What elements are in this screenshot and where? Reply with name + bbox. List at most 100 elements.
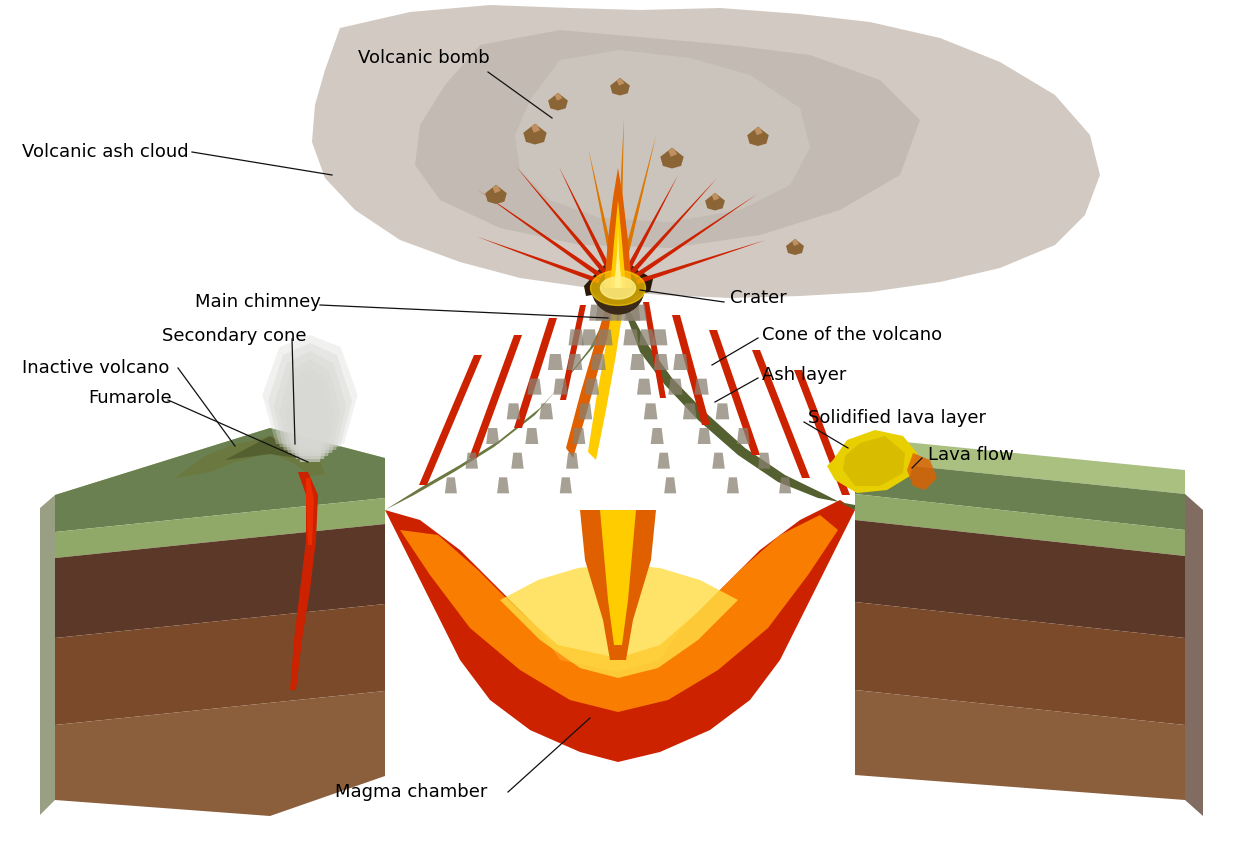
Polygon shape: [855, 520, 1184, 638]
Polygon shape: [559, 167, 612, 272]
Polygon shape: [705, 193, 725, 211]
Polygon shape: [855, 602, 1184, 725]
Polygon shape: [589, 149, 616, 269]
Polygon shape: [279, 359, 341, 453]
Circle shape: [600, 270, 636, 306]
Polygon shape: [554, 379, 567, 395]
Polygon shape: [567, 354, 582, 370]
Polygon shape: [470, 335, 522, 458]
Polygon shape: [907, 453, 937, 490]
Polygon shape: [616, 118, 624, 268]
Polygon shape: [752, 350, 810, 478]
Polygon shape: [711, 193, 720, 201]
Text: Crater: Crater: [730, 289, 787, 307]
Polygon shape: [826, 430, 917, 493]
Text: Ash layer: Ash layer: [762, 366, 846, 384]
Polygon shape: [477, 237, 600, 283]
Polygon shape: [621, 135, 657, 269]
Polygon shape: [515, 166, 607, 274]
Polygon shape: [263, 335, 358, 444]
Polygon shape: [585, 379, 598, 395]
Polygon shape: [514, 318, 558, 428]
Polygon shape: [694, 379, 709, 395]
Polygon shape: [603, 168, 632, 288]
Polygon shape: [600, 510, 636, 645]
Text: Magma chamber: Magma chamber: [335, 783, 487, 801]
Polygon shape: [660, 148, 684, 168]
Polygon shape: [672, 315, 710, 425]
Polygon shape: [637, 379, 652, 395]
Polygon shape: [419, 355, 482, 485]
Polygon shape: [532, 124, 540, 133]
Polygon shape: [285, 367, 336, 456]
Polygon shape: [654, 354, 669, 370]
Polygon shape: [758, 453, 771, 469]
Polygon shape: [603, 305, 620, 321]
Polygon shape: [636, 240, 766, 284]
Polygon shape: [290, 472, 318, 690]
Text: Main chimney: Main chimney: [195, 293, 321, 311]
Polygon shape: [643, 302, 667, 398]
Text: Inactive volcano: Inactive volcano: [22, 359, 170, 377]
Polygon shape: [548, 354, 563, 370]
Polygon shape: [55, 428, 385, 510]
Polygon shape: [523, 124, 546, 145]
Polygon shape: [855, 437, 1184, 494]
Polygon shape: [779, 477, 792, 493]
Polygon shape: [597, 329, 612, 345]
Polygon shape: [497, 477, 509, 493]
Polygon shape: [626, 175, 678, 272]
Polygon shape: [55, 428, 385, 532]
Polygon shape: [486, 428, 499, 444]
Polygon shape: [589, 296, 624, 460]
Polygon shape: [755, 127, 763, 135]
Polygon shape: [747, 127, 769, 146]
Polygon shape: [629, 178, 717, 275]
Polygon shape: [843, 436, 904, 486]
Polygon shape: [855, 690, 1184, 800]
Polygon shape: [618, 288, 855, 510]
Polygon shape: [644, 404, 658, 420]
Polygon shape: [709, 330, 760, 455]
Polygon shape: [296, 383, 325, 462]
Polygon shape: [555, 93, 563, 101]
Polygon shape: [569, 329, 584, 345]
Polygon shape: [579, 404, 592, 420]
Text: Volcanic bomb: Volcanic bomb: [358, 49, 489, 67]
Polygon shape: [566, 293, 620, 458]
Polygon shape: [617, 78, 624, 85]
Polygon shape: [683, 404, 696, 420]
Polygon shape: [617, 305, 633, 321]
Polygon shape: [631, 354, 646, 370]
Polygon shape: [650, 428, 664, 444]
Polygon shape: [698, 428, 711, 444]
Polygon shape: [737, 428, 750, 444]
Polygon shape: [55, 498, 385, 558]
Polygon shape: [581, 329, 597, 345]
Polygon shape: [525, 428, 538, 444]
Polygon shape: [560, 477, 571, 493]
Polygon shape: [55, 604, 385, 725]
Text: Cone of the volcano: Cone of the volcano: [762, 326, 942, 344]
Polygon shape: [794, 370, 850, 495]
Polygon shape: [855, 460, 1184, 530]
Polygon shape: [610, 78, 629, 96]
Polygon shape: [501, 564, 738, 678]
Polygon shape: [628, 271, 653, 295]
Polygon shape: [673, 354, 688, 370]
Polygon shape: [492, 184, 501, 193]
Polygon shape: [225, 436, 310, 460]
Polygon shape: [615, 228, 622, 288]
Polygon shape: [512, 453, 524, 469]
Polygon shape: [306, 478, 313, 545]
Polygon shape: [175, 436, 325, 478]
Polygon shape: [515, 50, 810, 222]
Polygon shape: [385, 500, 855, 762]
Polygon shape: [596, 305, 612, 321]
Polygon shape: [539, 404, 553, 420]
Polygon shape: [445, 477, 457, 493]
Polygon shape: [1184, 494, 1203, 816]
Polygon shape: [486, 184, 507, 204]
Polygon shape: [631, 305, 647, 321]
Polygon shape: [312, 5, 1100, 298]
